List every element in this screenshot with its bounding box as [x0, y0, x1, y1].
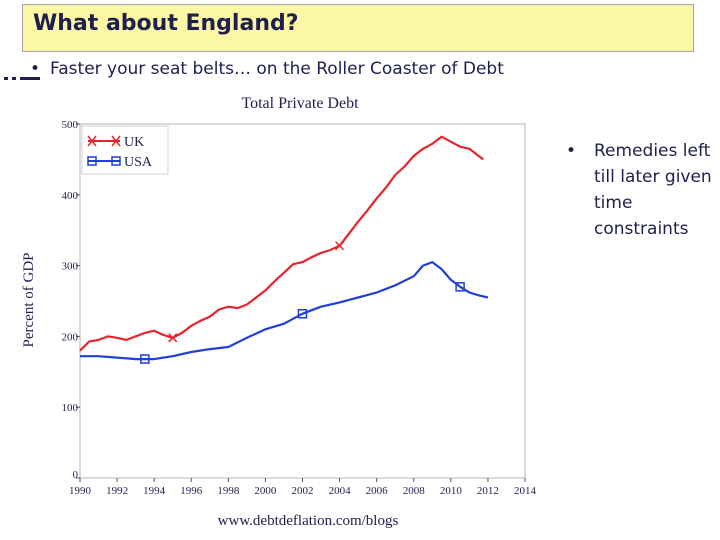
x-tick-label: 2010 [440, 485, 463, 497]
y-tick-label: 200 [62, 331, 79, 343]
x-tick-label: 2002 [292, 485, 314, 497]
decor-dash [12, 77, 16, 80]
y-tick-label: 0 [73, 469, 79, 481]
series-marker-uk [335, 241, 345, 251]
series-marker-usa [297, 308, 308, 319]
main-bullet: • Faster your seat belts… on the Roller C… [30, 59, 504, 79]
x-tick-label: 2004 [329, 485, 352, 497]
source-label: www.debtdeflation.com/blogs [218, 513, 399, 529]
y-tick-label: 400 [62, 190, 79, 202]
title-box: What about England? [22, 4, 694, 52]
legend-box [81, 125, 169, 175]
decor-bar [20, 77, 40, 80]
y-tick-label: 300 [62, 261, 79, 273]
legend-usa-marker [87, 156, 97, 166]
x-tick-label: 1998 [217, 485, 240, 497]
y-axis-label: Percent of GDP [21, 253, 37, 348]
bullet-dot: • [566, 141, 577, 161]
x-tick-label: 2012 [477, 485, 499, 497]
legend-usa-marker [111, 156, 121, 166]
legend: UK USA [81, 125, 169, 175]
series-line-uk [79, 135, 484, 352]
series-layer [79, 135, 489, 364]
series-marker-usa [455, 282, 465, 292]
decor-dash [4, 77, 8, 80]
x-tick-label: 2014 [514, 485, 537, 497]
x-tick-label: 1994 [143, 485, 166, 497]
plot-frame [79, 123, 526, 479]
x-tick-label: 2006 [366, 485, 389, 497]
axes: 1990 1992 1994 1996 1998 2000 2002 2004 2006 2008… [62, 119, 537, 497]
x-tick-label: 1992 [106, 485, 128, 497]
side-bullet: • Remedies left till later given time co… [566, 138, 716, 242]
x-tick-label: 2008 [403, 485, 426, 497]
legend-usa-label: USA [124, 155, 153, 170]
side-bullet-text: Remedies left till later given time cons… [594, 141, 712, 239]
bullet-dot: • [30, 59, 41, 79]
y-tick-label: 500 [62, 119, 79, 131]
x-tick-label: 2000 [254, 485, 277, 497]
y-tick-label: 100 [62, 402, 79, 414]
series-marker-uk [168, 333, 178, 343]
legend-uk-marker [87, 135, 121, 147]
legend-uk-label: UK [124, 135, 144, 150]
series-line-usa [80, 261, 489, 361]
slide-title: What about England? [33, 11, 299, 36]
series-marker-usa [140, 354, 150, 364]
main-bullet-text: Faster your seat belts… on the Roller Co… [50, 59, 504, 79]
x-tick-label: 1996 [180, 485, 203, 497]
x-tick-label: 1990 [69, 485, 92, 497]
chart-title: Total Private Debt [241, 95, 359, 112]
